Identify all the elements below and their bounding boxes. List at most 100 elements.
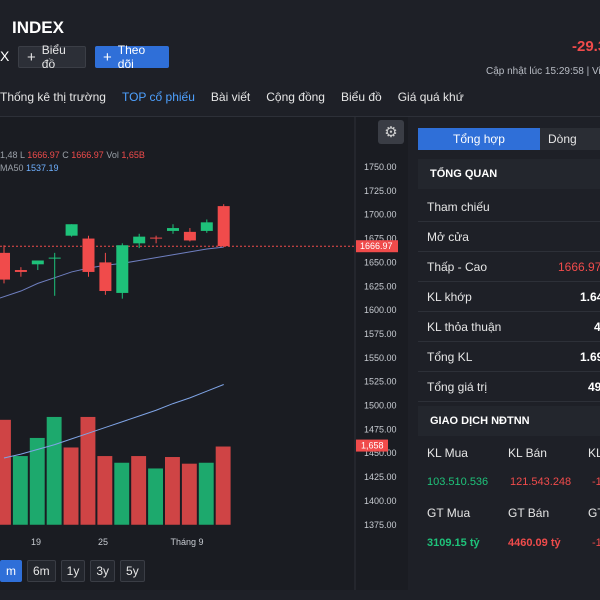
follow-button[interactable]: + Theo dõi (95, 43, 169, 71)
row-value: 1.69 (580, 350, 600, 364)
volume-bar (148, 468, 163, 525)
header-net-value: GT (588, 506, 600, 520)
candle-body (31, 260, 44, 265)
add-chart-button[interactable]: + Biểu đồ (18, 43, 86, 71)
candle-body (0, 252, 10, 280)
y-tick-label: 1375.00 (364, 520, 397, 530)
candle-body (150, 237, 163, 239)
value-net-vol: -1 (592, 476, 600, 488)
range-5y[interactable]: 5y (120, 560, 145, 582)
nav-market-stats[interactable]: Thống kê thị trường (0, 90, 106, 104)
y-tick-label: 1550.00 (364, 353, 397, 363)
legend-prefix: 1,48 L (0, 150, 28, 160)
nav-chart[interactable]: Biểu đồ (340, 90, 382, 104)
nav-price-history[interactable]: Giá quá khứ (397, 90, 464, 104)
range-1y[interactable]: 1y (60, 560, 86, 582)
range-6m[interactable]: 6m (27, 560, 56, 582)
header-buy-value: GT Mua (427, 506, 471, 520)
volume-bar (198, 462, 214, 525)
ma-legend: MA50 1537.19 (0, 163, 59, 173)
volume-bar (46, 416, 62, 525)
row-reference: Tham chiếu (418, 192, 600, 222)
volume-bar (215, 446, 231, 525)
range-selector: m 6m 1y 3y 5y (0, 560, 145, 582)
index-title: INDEX (12, 18, 64, 37)
nav-divider (0, 116, 600, 117)
y-tick-label: 1525.00 (364, 377, 397, 387)
range-m[interactable]: m (0, 560, 22, 582)
price-tag: 1666.97 (360, 241, 393, 251)
nav-articles[interactable]: Bài viết (210, 90, 251, 104)
y-tick-label: 1425.00 (364, 472, 397, 482)
y-tick-label: 1450.00 (364, 448, 397, 458)
tab-flow[interactable]: Dòng (540, 128, 600, 150)
candle-body (217, 206, 230, 247)
tab-summary[interactable]: Tổng hợp (418, 128, 540, 150)
row-value: 4 (594, 320, 600, 334)
y-tick-label: 1675.00 (364, 234, 397, 244)
volume-bar (63, 447, 79, 525)
row-open: Mở cửa (418, 222, 600, 252)
candle-body (116, 245, 129, 293)
row-label: KL thỏa thuận (427, 320, 502, 334)
y-tick-label: 1475.00 (364, 424, 397, 434)
volume-bar (97, 456, 113, 525)
header-sell-value: GT Bán (508, 506, 550, 520)
range-3y[interactable]: 3y (90, 560, 116, 582)
ticker-fragment: X (0, 48, 10, 64)
row-total-value: Tổng giá trị 49 (418, 372, 600, 402)
header-net-vol: KL (588, 446, 600, 460)
row-label: Tổng KL (427, 350, 473, 364)
plus-icon: + (27, 48, 36, 66)
y-tick-label: 1400.00 (364, 496, 397, 506)
ma-label: MA50 (0, 163, 27, 173)
row-value: 49 (588, 380, 600, 394)
overview-heading: TỔNG QUAN (418, 159, 600, 189)
ma-value: 1537.19 (26, 163, 59, 173)
y-tick-label: 1500.00 (364, 401, 397, 411)
candle-body (133, 236, 146, 244)
price-chart[interactable]: 1750.00 1725.00 1700.00 1675.00 1650.00 1625.… (0, 117, 408, 590)
row-label: Tổng giá trị (427, 380, 488, 394)
volume-bar (165, 457, 180, 525)
row-negotiated-vol: KL thỏa thuận 4 (418, 312, 600, 342)
volume-bar (131, 456, 147, 525)
candle-body (65, 224, 78, 236)
legend-vol: 1,65B (121, 150, 145, 160)
panel-tabs: Tổng hợp Dòng (418, 128, 600, 150)
row-value: 1666.97 - 1 (558, 260, 600, 274)
legend-close-label: C (59, 150, 72, 160)
y-tick-label: 1625.00 (364, 281, 397, 291)
nav-community[interactable]: Cộng đồng (266, 90, 325, 104)
x-tick-label: 19 (31, 537, 41, 547)
row-low-high: Thấp - Cao 1666.97 - 1 (418, 252, 600, 282)
y-tick-label: 1700.00 (364, 210, 397, 220)
header-sell-vol: KL Bán (508, 446, 547, 460)
candle-body (167, 228, 179, 231)
row-label: KL khớp (427, 290, 472, 304)
gear-icon[interactable]: ⚙ (378, 120, 404, 144)
price-tag-bg (356, 240, 398, 253)
candle-body (14, 270, 27, 272)
row-label: Tham chiếu (427, 200, 490, 214)
ma50-line (0, 246, 224, 299)
updated-time: Cập nhật lúc 15:29:58 | Vi (486, 66, 600, 77)
row-total-vol: Tổng KL 1.69 (418, 342, 600, 372)
volume-bar (114, 462, 130, 525)
row-label: Thấp - Cao (427, 260, 488, 274)
foreign-heading: GIAO DỊCH NĐTNN (418, 406, 600, 436)
ohlc-legend: 1,48 L 1666.97 C 1666.97 Vol 1,65B (0, 150, 145, 160)
sub-nav: Thống kê thị trường TOP cổ phiếu Bài viế… (0, 90, 480, 104)
volume-bar (80, 416, 96, 525)
value-buy-value: 3109.15 tỷ (427, 537, 480, 549)
volume-bar (181, 463, 197, 525)
index-change: -29.3 (572, 38, 600, 55)
candle-body (82, 238, 95, 272)
value-net-value: -1 (592, 537, 600, 549)
nav-top-stocks[interactable]: TOP cổ phiếu (121, 90, 195, 104)
candle-body (200, 222, 213, 231)
candle-body (48, 257, 61, 259)
x-tick-label: 25 (98, 537, 108, 547)
row-value: 1.64 (580, 290, 600, 304)
volume-bar (29, 437, 45, 525)
